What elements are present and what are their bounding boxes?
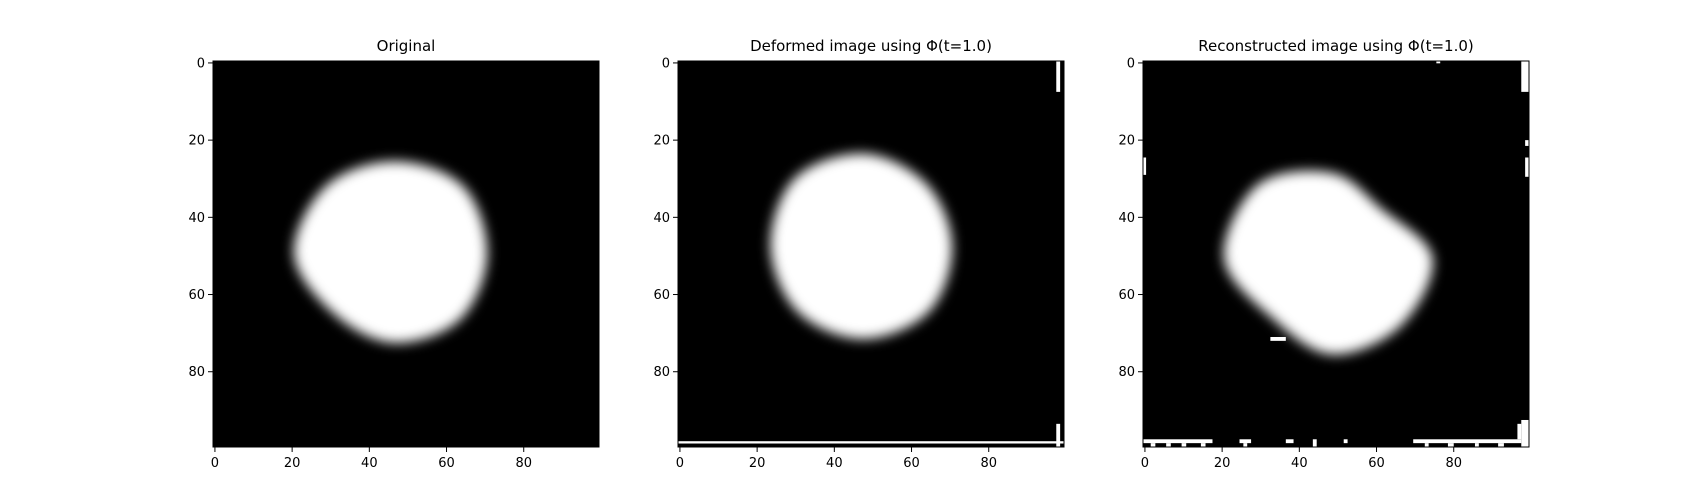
y-tick-label: 60 <box>653 288 670 303</box>
artifact-pixels <box>1056 423 1061 447</box>
y-tick-label: 20 <box>188 134 205 149</box>
x-tick-label: 0 <box>676 456 684 471</box>
y-tick-label: 80 <box>1118 365 1135 380</box>
x-tick-label: 40 <box>361 456 378 471</box>
x-tick-label: 80 <box>1445 456 1462 471</box>
artifact-pixels <box>1525 140 1529 146</box>
artifact-pixels <box>1143 439 1213 444</box>
x-tick-label: 20 <box>749 456 766 471</box>
artifact-pixels <box>678 441 1064 444</box>
artifact-pixels <box>1243 443 1248 447</box>
artifact-pixels <box>1521 419 1529 447</box>
axes-frame <box>212 60 600 448</box>
y-tick-label: 0 <box>662 56 670 71</box>
artifact-pixels <box>1270 336 1286 341</box>
image-content <box>1143 61 1529 447</box>
y-tick-label: 60 <box>188 288 205 303</box>
panel-1: Original 0 20 40 60 80 0 20 40 60 80 <box>188 37 600 471</box>
x-tick-label: 60 <box>1368 456 1385 471</box>
artifact-pixels <box>1166 443 1171 447</box>
panel-title: Deformed image using Φ(t=1.0) <box>750 37 992 55</box>
x-tick-label: 20 <box>1214 456 1231 471</box>
artifact-pixels <box>1285 439 1294 444</box>
blob-shape <box>770 153 953 339</box>
y-tick-label: 20 <box>1118 134 1135 149</box>
artifact-pixels <box>1312 439 1317 447</box>
y-tick-label: 40 <box>653 211 670 226</box>
y-tick-label: 80 <box>188 365 205 380</box>
artifact-pixels <box>1525 157 1529 177</box>
artifact-pixels <box>1200 443 1206 447</box>
artifact-pixels <box>1517 423 1522 440</box>
artifact-pixels <box>1413 439 1522 444</box>
y-tick-label: 20 <box>653 134 670 149</box>
blob-shape <box>293 161 488 343</box>
y-tick-label: 40 <box>188 211 205 226</box>
x-tick-label: 0 <box>1141 456 1149 471</box>
y-tick-label: 60 <box>1118 288 1135 303</box>
x-tick-label: 80 <box>515 456 532 471</box>
artifact-pixels <box>1239 439 1252 444</box>
blob-shape <box>1223 170 1433 355</box>
artifact-pixels <box>1521 61 1529 92</box>
y-tick-label: 80 <box>653 365 670 380</box>
artifact-pixels <box>1056 61 1061 92</box>
artifact-pixels <box>1474 443 1479 447</box>
y-tick-label: 40 <box>1118 211 1135 226</box>
x-tick-label: 40 <box>826 456 843 471</box>
x-tick-label: 40 <box>1291 456 1308 471</box>
artifact-pixels <box>1150 443 1156 447</box>
axes-frame <box>677 60 1065 448</box>
panel-title: Original <box>377 37 436 55</box>
x-tick-label: 0 <box>211 456 219 471</box>
image-content <box>293 161 488 343</box>
panel-3: Reconstructed image using Φ(t=1.0) 0 20 40 6… <box>1118 37 1530 471</box>
axes-frame <box>1142 60 1530 448</box>
artifact-pixels <box>1447 443 1454 447</box>
y-tick-label: 0 <box>1127 56 1135 71</box>
artifact-pixels <box>1181 443 1187 447</box>
artifact-pixels <box>1424 443 1429 447</box>
x-tick-label: 20 <box>284 456 301 471</box>
x-tick-label: 80 <box>980 456 997 471</box>
artifact-pixels <box>1436 61 1441 64</box>
panel-2: Deformed image using Φ(t=1.0) 0 20 40 60 80 0 2… <box>653 37 1065 471</box>
artifact-pixels <box>1143 157 1147 175</box>
x-tick-label: 60 <box>438 456 455 471</box>
artifact-pixels <box>1498 443 1504 447</box>
y-tick-label: 0 <box>197 56 205 71</box>
artifact-pixels <box>1343 439 1348 444</box>
panel-title: Reconstructed image using Φ(t=1.0) <box>1198 37 1474 55</box>
image-content <box>678 61 1064 447</box>
x-tick-label: 60 <box>903 456 920 471</box>
